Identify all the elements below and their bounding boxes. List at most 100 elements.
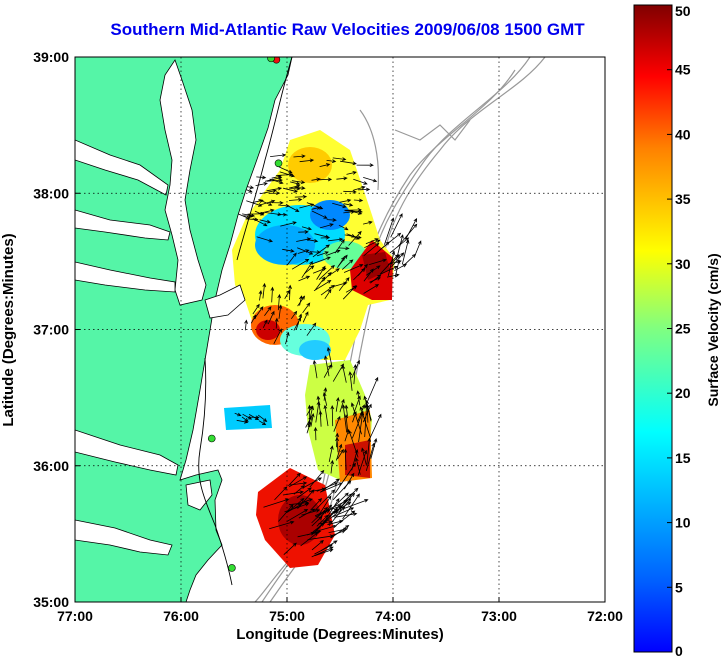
radar-site-marker bbox=[267, 57, 275, 63]
colorbar-tick-label: 15 bbox=[675, 450, 691, 466]
velocity-arrow bbox=[322, 271, 332, 282]
velocity-arrow bbox=[320, 478, 340, 493]
velocity-arrow bbox=[299, 295, 303, 306]
velocity-arrow bbox=[365, 399, 372, 422]
velocity-arrow bbox=[290, 186, 301, 191]
velocity-arrow bbox=[363, 242, 380, 257]
velocity-arrow bbox=[368, 258, 387, 266]
velocity-arrow bbox=[316, 495, 332, 519]
velocity-arrow bbox=[244, 319, 248, 331]
velocity-arrow bbox=[262, 282, 267, 299]
velocity-arrow bbox=[341, 404, 347, 432]
velocity-arrow bbox=[269, 520, 295, 530]
velocity-arrow bbox=[299, 498, 313, 504]
velocity-arrow bbox=[314, 548, 334, 557]
velocity-arrow bbox=[338, 277, 350, 291]
velocity-arrow bbox=[379, 232, 402, 251]
velocity-arrow bbox=[278, 304, 283, 319]
velocity-arrow bbox=[291, 258, 310, 270]
velocity-arrow bbox=[287, 498, 305, 513]
velocity-arrow bbox=[332, 157, 347, 161]
y-tick-label: 36:00 bbox=[33, 458, 69, 474]
velocity-arrow bbox=[314, 500, 349, 517]
velocity-arrow bbox=[298, 230, 309, 234]
velocity-arrow bbox=[286, 509, 309, 522]
velocity-arrow bbox=[274, 317, 279, 329]
x-tick-label: 73:00 bbox=[481, 608, 517, 624]
velocity-arrow bbox=[342, 493, 360, 520]
velocity-arrow bbox=[328, 445, 334, 462]
velocity-arrow bbox=[337, 254, 348, 267]
radar-site-marker bbox=[207, 434, 216, 443]
velocity-arrow bbox=[363, 220, 373, 225]
velocity-arrow bbox=[307, 534, 335, 541]
velocity-arrow bbox=[310, 412, 315, 427]
velocity-arrow bbox=[311, 210, 328, 219]
velocity-arrow bbox=[353, 185, 366, 191]
colorbar-tick-label: 0 bbox=[675, 643, 683, 659]
velocity-arrow bbox=[307, 238, 319, 243]
velocity-arrow bbox=[273, 328, 282, 344]
radar-site-marker bbox=[274, 159, 283, 168]
velocity-arrow bbox=[318, 410, 323, 427]
velocity-arrow bbox=[314, 510, 337, 533]
velocity-arrow bbox=[351, 410, 364, 439]
velocity-arrow bbox=[343, 202, 354, 207]
velocity-arrow bbox=[338, 224, 349, 231]
velocity-arrow bbox=[258, 420, 267, 426]
velocity-arrow bbox=[337, 448, 344, 460]
colorbar-tick-label: 25 bbox=[675, 321, 691, 337]
barrier-islands bbox=[198, 357, 233, 586]
velocity-arrow bbox=[234, 412, 242, 417]
map-grid bbox=[75, 57, 605, 602]
velocity-arrow bbox=[259, 219, 271, 224]
x-tick-label: 77:00 bbox=[57, 608, 93, 624]
velocity-arrow bbox=[255, 182, 268, 186]
y-axis-ticks: 39:00 38:00 37:00 36:00 35:00 bbox=[33, 49, 80, 610]
velocity-arrow bbox=[288, 184, 301, 189]
velocity-arrow bbox=[356, 163, 374, 168]
velocity-arrow bbox=[277, 293, 282, 311]
velocity-arrow bbox=[252, 218, 268, 227]
velocity-arrow bbox=[386, 273, 400, 278]
velocity-arrow bbox=[257, 414, 268, 422]
velocity-arrow bbox=[311, 540, 324, 551]
velocity-arrow bbox=[333, 415, 341, 432]
velocity-arrow bbox=[323, 404, 329, 427]
velocity-arrow bbox=[343, 448, 348, 471]
coastline bbox=[236, 57, 293, 261]
velocity-arrow bbox=[288, 501, 310, 506]
velocity-arrow bbox=[319, 177, 333, 182]
velocity-arrow bbox=[344, 404, 349, 417]
velocity-arrow bbox=[364, 239, 381, 249]
velocity-arrow bbox=[258, 289, 263, 301]
velocity-arrow bbox=[253, 306, 264, 320]
velocity-arrow bbox=[294, 186, 306, 190]
velocity-arrow bbox=[306, 530, 322, 536]
velocity-arrow bbox=[288, 472, 301, 487]
velocity-arrow bbox=[318, 506, 346, 528]
x-tick-label: 75:00 bbox=[269, 608, 305, 624]
velocity-arrow bbox=[344, 414, 349, 432]
velocity-arrow bbox=[313, 426, 318, 441]
velocity-arrow bbox=[288, 197, 303, 202]
velocity-arrow bbox=[258, 199, 273, 206]
velocity-arrow bbox=[311, 506, 329, 524]
velocity-arrow bbox=[303, 477, 322, 488]
velocity-arrow bbox=[357, 449, 368, 476]
velocity-arrow bbox=[324, 288, 332, 300]
velocity-arrow bbox=[283, 187, 298, 193]
velocity-arrow bbox=[313, 280, 332, 292]
velocity-arrow bbox=[301, 260, 313, 279]
velocity-arrow bbox=[309, 469, 325, 488]
velocity-arrow bbox=[280, 221, 297, 227]
velocity-arrow bbox=[345, 285, 358, 293]
y-tick-label: 38:00 bbox=[33, 185, 69, 201]
x-tick-label: 76:00 bbox=[163, 608, 199, 624]
velocity-arrow bbox=[324, 498, 340, 522]
velocity-arrow bbox=[396, 234, 404, 260]
velocity-arrow bbox=[270, 153, 287, 158]
velocity-arrow bbox=[401, 239, 410, 265]
velocity-arrow bbox=[301, 226, 312, 231]
velocity-arrow bbox=[254, 210, 265, 216]
